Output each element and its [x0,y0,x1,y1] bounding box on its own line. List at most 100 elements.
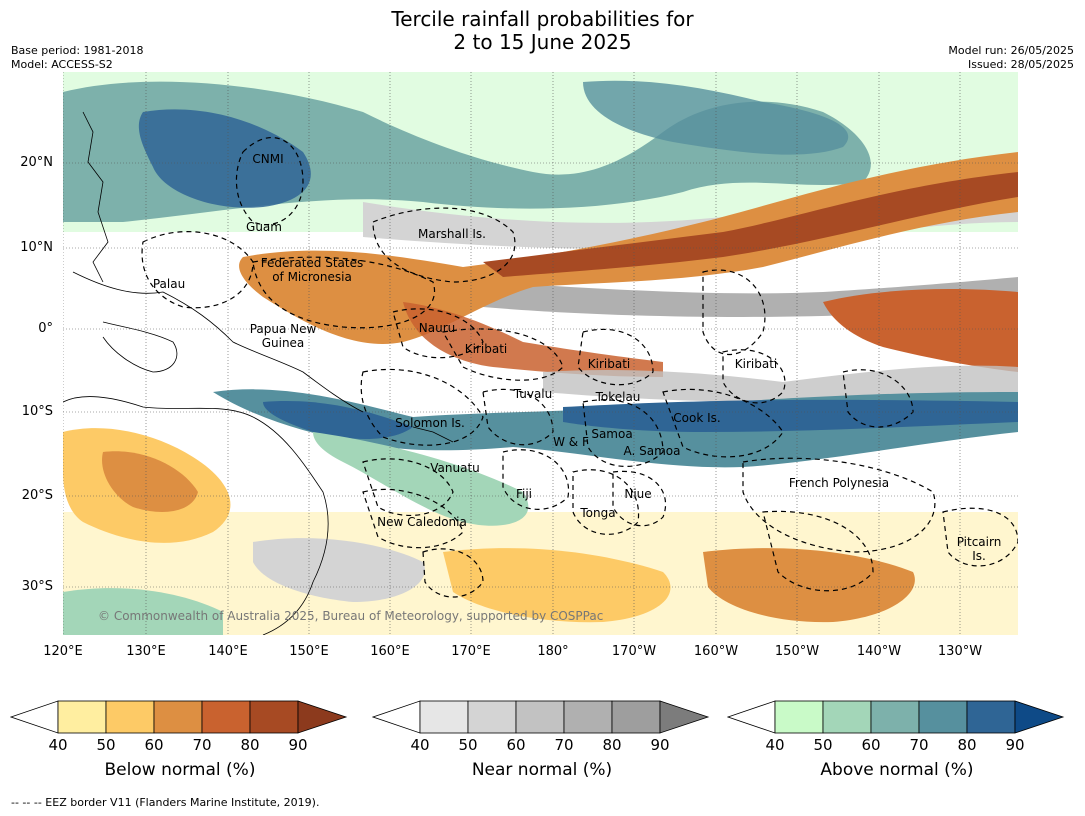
colorbar-tick-label: 60 [144,736,164,754]
lat-label: 20°S [21,488,53,503]
lat-label: 0° [38,321,53,336]
label-guam: Guam [246,220,282,234]
label-png-line1: Papua New [249,322,317,336]
label-nauru: Nauru [418,321,456,335]
colorbar-tick-label: 50 [458,736,478,754]
label-png: Papua New Guinea [250,322,317,350]
colorbar-tick-label: 50 [813,736,833,754]
lat-label: 20°N [20,155,53,170]
colorbar-tick-label: 90 [288,736,308,754]
label-kiribati-west: Kiribati [464,342,508,356]
lat-label: 30°S [21,579,53,594]
colorbar-title: Near normal (%) [471,760,613,780]
colorbar-underflow-triangle [727,700,776,734]
lon-label: 150°E [289,644,329,659]
label-fsm: Federated States of Micronesia [261,256,363,284]
label-cnmi: CNMI [252,152,284,166]
label-fsm-line2: of Micronesia [272,270,352,284]
label-niue: Niue [624,487,652,501]
label-samoa: Samoa [591,427,633,441]
label-palau: Palau [152,277,186,291]
colorbar-underflow-triangle [372,700,421,734]
label-pitcairn-line2: Is. [972,549,986,563]
label-wallis-futuna: W & F [553,435,589,449]
lon-label: 170°E [451,644,491,659]
lon-label: 160°E [370,644,410,659]
label-tokelau: Tokelau [595,390,641,404]
colorbar-tick-label: 70 [554,736,574,754]
colorbar-segment [918,700,968,734]
colorbar-title: Below normal (%) [104,760,256,780]
rainfall-probability-map: CNMI Guam Marshall Is. Federated States … [63,72,1018,635]
map-title: Tercile rainfall probabilities for 2 to … [0,8,1085,54]
model-text: Model: ACCESS-S2 [11,58,113,71]
label-cook-islands: Cook Is. [673,411,721,425]
colorbar-segment [774,700,824,734]
colorbar-segment [153,700,203,734]
colorbar-tick-label: 40 [48,736,68,754]
colorbar-tick-label: 50 [96,736,116,754]
label-kiribati-central: Kiribati [587,357,631,371]
colorbar-segment [870,700,920,734]
colorbar-overflow-triangle [1014,700,1065,734]
colorbar-segment [515,700,565,734]
label-vanuatu: Vanuatu [430,461,480,475]
map-canvas [63,72,1018,635]
colorbar-segment [966,700,1016,734]
colorbar-near-normal [372,700,710,734]
colorbar-segment [419,700,469,734]
label-tonga: Tonga [580,506,616,520]
colorbar-segment [249,700,299,734]
lon-label: 120°E [43,644,83,659]
colorbar-tick-label: 80 [602,736,622,754]
colorbar-segment [563,700,613,734]
colorbar-segment [822,700,872,734]
colorbar-tick-label: 60 [861,736,881,754]
colorbar-segment [467,700,517,734]
lon-label: 180° [537,644,569,659]
colorbar-tick-label: 90 [650,736,670,754]
colorbar-below-normal [10,700,348,734]
lon-label: 130°E [126,644,166,659]
colorbar-overflow-triangle [297,700,348,734]
lat-label: 10°S [21,404,53,419]
colorbar-underflow-triangle [10,700,59,734]
copyright-notice: © Commonwealth of Australia 2025, Bureau… [98,609,604,623]
lat-label: 10°N [20,240,53,255]
colorbar-above-normal [727,700,1065,734]
lon-label: 170°W [611,644,657,659]
model-run-text: Model run: 26/05/2025 [948,44,1074,57]
colorbar-segment [105,700,155,734]
title-line-2: 2 to 15 June 2025 [453,30,632,54]
eez-border-note: -- -- -- EEZ border V11 (Flanders Marine… [11,796,320,809]
title-line-1: Tercile rainfall probabilities for [391,7,694,31]
colorbar-tick-label: 70 [909,736,929,754]
label-pitcairn-line1: Pitcairn [956,535,1002,549]
colorbar-segment [611,700,661,734]
lon-label: 150°W [774,644,820,659]
lon-label: 130°W [937,644,983,659]
issued-text: Issued: 28/05/2025 [967,58,1074,71]
label-french-polynesia: French Polynesia [788,476,890,490]
lon-label: 140°E [208,644,248,659]
meta-left: Base period: 1981-2018 Model: ACCESS-S2 [11,44,143,72]
base-period-text: Base period: 1981-2018 [11,44,144,57]
colorbar-tick-label: 80 [240,736,260,754]
label-png-line2: Guinea [261,336,305,350]
colorbar-tick-label: 40 [410,736,430,754]
lon-label: 160°W [693,644,739,659]
colorbar-tick-label: 40 [765,736,785,754]
colorbar-segment [201,700,251,734]
colorbar-tick-label: 80 [957,736,977,754]
colorbar-tick-label: 60 [506,736,526,754]
label-kiribati-east: Kiribati [734,357,778,371]
label-fiji: Fiji [515,487,533,501]
colorbar-title: Above normal (%) [820,760,974,780]
lon-label: 140°W [856,644,902,659]
label-tuvalu: Tuvalu [513,387,553,401]
meta-right: Model run: 26/05/2025 Issued: 28/05/2025 [948,44,1074,72]
colorbar-overflow-triangle [659,700,710,734]
colorbar-tick-label: 70 [192,736,212,754]
label-pitcairn: Pitcairn Is. [957,535,1002,563]
label-marshall: Marshall Is. [418,227,486,241]
